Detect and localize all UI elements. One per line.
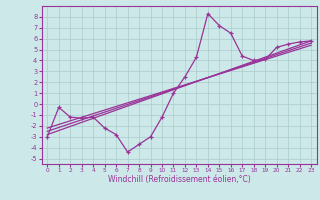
X-axis label: Windchill (Refroidissement éolien,°C): Windchill (Refroidissement éolien,°C) — [108, 175, 251, 184]
